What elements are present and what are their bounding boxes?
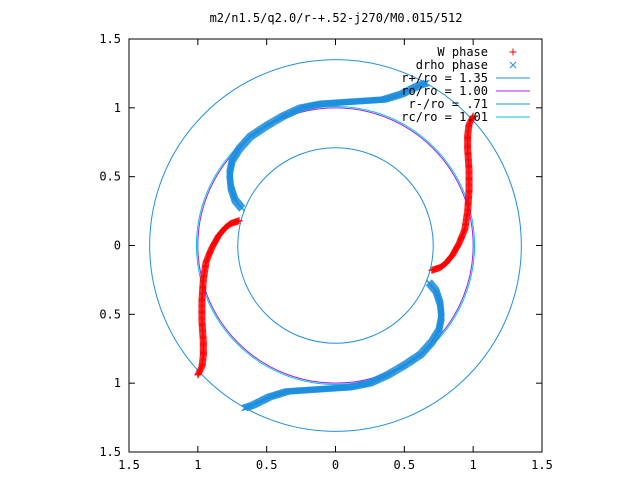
legend-label: rc/ro = 1.01 (401, 110, 488, 124)
point-w-phase-0-153 (194, 370, 202, 378)
point-drho-phase-1-246 (241, 404, 248, 412)
legend-marker-cross (509, 61, 517, 69)
chart-title: m2/n1.5/q2.0/r-+.52-j270/M0.015/512 (210, 11, 463, 25)
circle-ro-ro-1-00 (197, 107, 474, 384)
point-drho-phase-0-246 (423, 79, 430, 87)
x-tick-label: 1 (470, 458, 477, 472)
x-tick-label: 1 (194, 458, 201, 472)
legend-marker-plus (509, 48, 517, 56)
legend-label: drho phase (416, 58, 488, 72)
point-w-phase-0-154 (194, 371, 202, 379)
ticks-layer: 1.5 1 0.5 0 0.5 1 1.51.510.500.511.5 (99, 32, 553, 472)
x-tick-label: 0 (332, 458, 339, 472)
circles-layer (149, 59, 522, 432)
series-w-phase (194, 112, 477, 379)
y-tick-label: 1 (114, 101, 121, 115)
series-drho-phase (226, 79, 445, 412)
x-tick-label: 1.5 (118, 458, 140, 472)
x-tick-label: 1.5 (531, 458, 553, 472)
legend-item-w-phase: W phase (437, 45, 517, 59)
circle-r-ro-1-35 (149, 59, 522, 432)
legend-label: ro/ro = 1.00 (401, 84, 488, 98)
x-tick-label: 0.5 (256, 458, 278, 472)
y-tick-label: 0.5 (99, 170, 121, 184)
legend-label: r+/ro = 1.35 (401, 71, 488, 85)
legend-item-ro-ro-1-00: ro/ro = 1.00 (401, 84, 530, 98)
x-tick-label: 0.5 (393, 458, 415, 472)
legend-item-r-ro-71: r-/ro = .71 (409, 97, 530, 111)
legend-label: W phase (437, 45, 488, 59)
legend-item-drho-phase: drho phase (416, 58, 517, 72)
y-tick-label: 1.5 (99, 445, 121, 459)
point-w-phase-1-153 (469, 113, 477, 121)
y-tick-label: 0.5 (99, 307, 121, 321)
legend-label: r-/ro = .71 (409, 97, 488, 111)
y-tick-label: 1 (114, 376, 121, 390)
points-layer (194, 79, 477, 412)
legend-item-rc-ro-1-01: rc/ro = 1.01 (401, 110, 530, 124)
circle-rc-ro-1-01 (195, 105, 476, 386)
legend-item-r-ro-1-35: r+/ro = 1.35 (401, 71, 530, 85)
point-w-phase-1-154 (469, 112, 477, 120)
y-tick-label: 1.5 (99, 32, 121, 46)
y-tick-label: 0 (114, 239, 121, 253)
circle-r-ro-71 (237, 147, 434, 344)
